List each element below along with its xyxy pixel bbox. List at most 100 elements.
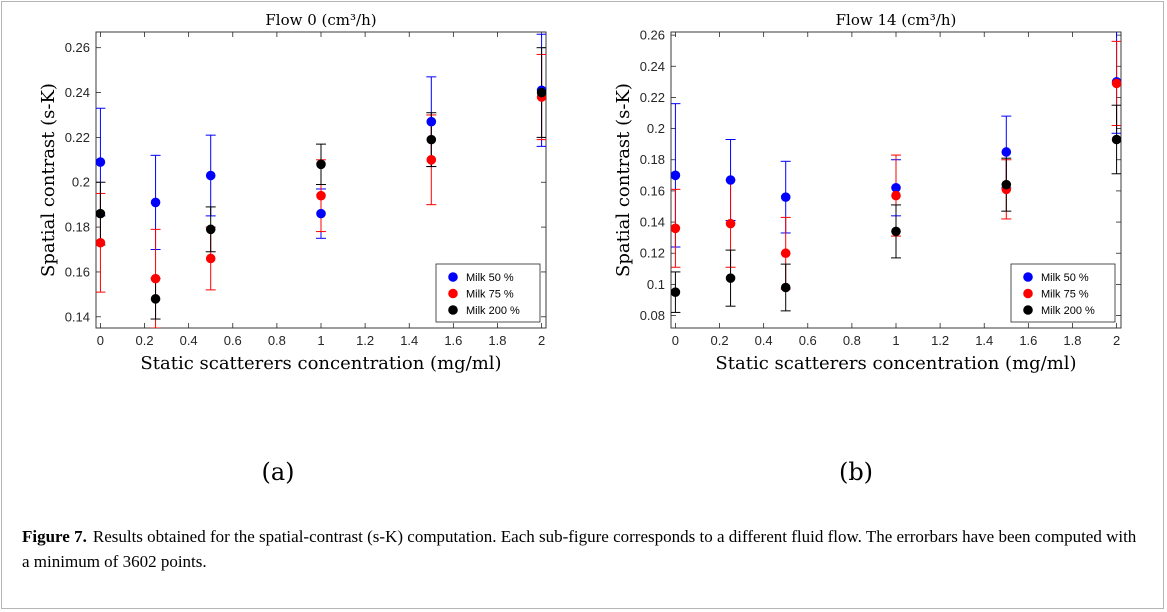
x-axis-label: Static scatterers concentration (mg/ml) xyxy=(715,353,1076,374)
data-point xyxy=(1001,147,1012,157)
x-tick-label: 0.6 xyxy=(799,333,817,348)
x-tick-label: 0.8 xyxy=(843,333,861,348)
legend-label: Milk 200 % xyxy=(1041,305,1095,317)
x-axis-label: Static scatterers concentration (mg/ml) xyxy=(140,353,501,374)
data-point xyxy=(316,208,326,219)
data-point xyxy=(205,170,216,181)
x-tick-label: 0 xyxy=(97,333,104,348)
series-markers xyxy=(96,87,546,304)
x-tick-label: 1.6 xyxy=(1019,333,1037,348)
legend-label: Milk 200 % xyxy=(466,305,520,317)
y-tick-label: 0.22 xyxy=(640,90,665,105)
legend-marker xyxy=(1023,305,1033,315)
chart-title: Flow 14 (cm³/h) xyxy=(836,11,957,29)
data-point xyxy=(426,155,437,165)
x-tick-label: 1.4 xyxy=(975,333,993,348)
y-tick-label: 0.12 xyxy=(640,246,665,261)
caption-text: Results obtained for the spatial-contras… xyxy=(22,527,1137,571)
data-point xyxy=(205,253,216,264)
y-tick-label: 0.2 xyxy=(72,175,90,190)
x-tick-label: 0.2 xyxy=(135,333,153,348)
data-point xyxy=(150,294,161,304)
legend-marker xyxy=(448,305,458,315)
data-point xyxy=(671,223,681,234)
legend-label: Milk 75 % xyxy=(1041,289,1089,301)
x-tick-label: 1.4 xyxy=(400,333,418,348)
y-tick-label: 0.14 xyxy=(65,309,90,324)
data-point xyxy=(150,197,161,208)
x-tick-label: 2 xyxy=(1113,333,1120,348)
chart-b-svg: 0 0.2 0.4 0.6 0.8 1 1.2 1.4 1.6 1.8 2 0.08 0.1 0.12 0.… xyxy=(613,11,1122,374)
data-point xyxy=(205,224,216,235)
y-tick-label: 0.18 xyxy=(65,220,90,235)
data-point xyxy=(780,248,791,259)
y-tick-label: 0.26 xyxy=(65,40,90,55)
x-tick-label: 0.4 xyxy=(755,333,773,348)
data-point xyxy=(725,218,736,229)
x-tick-label: 1 xyxy=(317,333,324,348)
data-point xyxy=(671,287,681,297)
chart-panel-b: 0 0.2 0.4 0.6 0.8 1 1.2 1.4 1.6 1.8 2 0.08 0.1 0.12 0.… xyxy=(585,8,1165,388)
data-point xyxy=(96,237,106,248)
y-tick-label: 0.1 xyxy=(647,277,665,292)
y-axis-label: Spatial contrast (s-K) xyxy=(38,83,59,277)
data-point xyxy=(426,134,437,145)
data-point xyxy=(1111,78,1121,89)
x-tick-label: 0.6 xyxy=(224,333,242,348)
data-point xyxy=(725,175,736,185)
y-tick-label: 0.16 xyxy=(65,264,90,279)
data-point xyxy=(536,87,546,98)
y-tick-label: 0.2 xyxy=(647,121,665,136)
y-tick-label: 0.24 xyxy=(640,59,665,74)
x-tick-label: 0.8 xyxy=(268,333,286,348)
y-tick-label: 0.24 xyxy=(65,85,90,100)
legend-marker xyxy=(448,272,458,282)
y-tick-label: 0.16 xyxy=(640,183,665,198)
y-tick-label: 0.22 xyxy=(65,130,90,145)
x-tick-label: 1 xyxy=(892,333,899,348)
x-tick-label: 2 xyxy=(538,333,545,348)
x-tick-label: 1.6 xyxy=(444,333,462,348)
data-point xyxy=(316,159,326,170)
data-point xyxy=(1001,179,1012,190)
x-tick-label: 0 xyxy=(672,333,679,348)
series-markers xyxy=(96,92,546,284)
legend-marker xyxy=(448,288,458,299)
x-tick-label: 0.4 xyxy=(180,333,198,348)
subfigure-label-b: (b) xyxy=(838,458,874,486)
y-tick-label: 0.08 xyxy=(640,308,665,323)
data-point xyxy=(96,157,106,167)
legend-marker xyxy=(1023,288,1033,299)
x-tick-label: 1.2 xyxy=(931,333,949,348)
caption-label: Figure 7. xyxy=(22,527,87,546)
data-point xyxy=(891,190,901,201)
y-axis-label: Spatial contrast (s-K) xyxy=(613,83,634,277)
data-point xyxy=(780,282,791,293)
chart-panel-a: 0 0.2 0.4 0.6 0.8 1 1.2 1.4 1.6 1.8 2 0.14 0.16 0.18 0… xyxy=(10,8,590,388)
x-tick-label: 1.2 xyxy=(356,333,374,348)
series-markers xyxy=(671,134,1121,297)
data-point xyxy=(96,208,106,219)
x-tick-label: 1.8 xyxy=(1063,333,1081,348)
data-point xyxy=(150,273,161,284)
y-tick-label: 0.14 xyxy=(640,215,665,230)
data-point xyxy=(891,226,901,237)
chart-a-svg: 0 0.2 0.4 0.6 0.8 1 1.2 1.4 1.6 1.8 2 0.14 0.16 0.18 0… xyxy=(38,11,547,374)
legend-label: Milk 50 % xyxy=(466,272,514,284)
figure-caption: Figure 7. Results obtained for the spatia… xyxy=(22,524,1147,574)
legend-label: Milk 50 % xyxy=(1041,272,1089,284)
data-point xyxy=(671,170,681,181)
x-tick-label: 1.8 xyxy=(488,333,506,348)
y-tick-label: 0.18 xyxy=(640,152,665,167)
legend-label: Milk 75 % xyxy=(466,289,514,301)
legend-marker xyxy=(1023,272,1033,282)
data-point xyxy=(426,116,437,127)
x-tick-label: 0.2 xyxy=(710,333,728,348)
subfigure-label-a: (a) xyxy=(261,458,295,486)
data-point xyxy=(1111,134,1121,145)
data-point xyxy=(780,192,791,202)
data-point xyxy=(316,190,326,201)
data-point xyxy=(725,273,736,283)
chart-title: Flow 0 (cm³/h) xyxy=(265,11,376,29)
